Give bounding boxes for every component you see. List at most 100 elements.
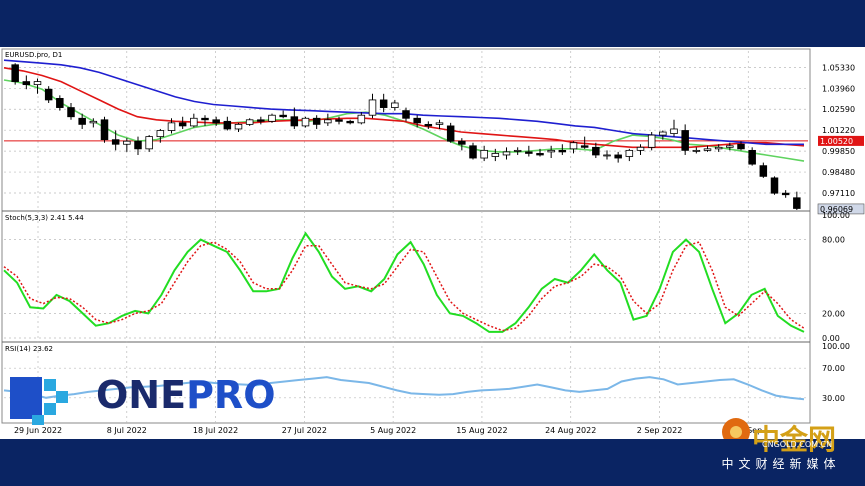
stoch-tick-label: 20.00 — [822, 309, 845, 318]
candle-body — [592, 146, 600, 156]
candle-body — [245, 119, 254, 125]
x-tick-label: 29 Jun 2022 — [14, 426, 62, 435]
candle-body — [726, 145, 734, 148]
candle-body — [335, 119, 343, 122]
candle-body — [167, 122, 176, 131]
last-price-label: 0.96069 — [820, 205, 853, 214]
candle-body — [636, 146, 645, 151]
candle-body — [346, 120, 354, 124]
candle-body — [402, 110, 410, 119]
candle-body — [134, 140, 142, 150]
candle-body — [681, 130, 689, 151]
logo-mark-square — [44, 379, 56, 391]
price-tick-label: 0.97110 — [822, 189, 855, 198]
candle-body — [89, 120, 98, 124]
series-line-0 — [3, 231, 805, 333]
cn-watermark-name: 中金网 — [752, 423, 837, 456]
price-tick-label: 1.01220 — [822, 126, 855, 135]
candle-body — [22, 81, 31, 86]
x-tick-label: 2 Sep 2022 — [637, 426, 683, 435]
brand-name-one: ONE — [96, 373, 186, 417]
series-line-0 — [3, 376, 805, 401]
onepro-logo: ONEPRO — [10, 373, 276, 425]
candle-body — [324, 119, 332, 124]
cn-watermark-tagline: 中文财经新媒体 — [721, 457, 841, 471]
candle-body — [614, 154, 622, 159]
candle-body — [703, 148, 712, 151]
candle-body — [737, 143, 745, 150]
price-level-label: 1.00520 — [820, 137, 853, 146]
logo-mark-square — [44, 403, 56, 415]
candle-body — [670, 128, 678, 134]
candle-body — [201, 117, 209, 121]
candle-body — [100, 119, 109, 141]
candle-body — [234, 123, 243, 130]
candle-body — [502, 151, 511, 156]
candle-body — [580, 145, 589, 148]
candle-body — [78, 117, 86, 125]
candle-body — [145, 136, 153, 150]
candle-body — [379, 99, 388, 108]
candle-body — [748, 149, 756, 165]
candle-body — [257, 119, 265, 122]
candle-body — [692, 149, 701, 152]
stoch-pane-title: Stoch(5,3,3) 2.41 5.44 — [5, 214, 84, 222]
candle-body — [111, 139, 120, 145]
candle-body — [647, 134, 656, 148]
candle-body — [714, 146, 723, 150]
candle-body — [268, 114, 276, 122]
ma-red-line — [3, 67, 805, 149]
candle-body — [312, 117, 321, 125]
rsi-tick-label: 100.00 — [822, 342, 850, 351]
price-pane-title: EURUSD.pro, D1 — [5, 51, 62, 59]
candle-body — [33, 81, 42, 86]
candle-body — [413, 117, 421, 124]
candle-body — [391, 102, 399, 108]
price-level-tag — [818, 135, 864, 146]
cn-watermark-url: CNGOLD.COM.CN — [762, 440, 833, 449]
candle-body — [424, 123, 433, 127]
candle-body — [547, 149, 555, 153]
candle-body — [558, 149, 567, 153]
candle-body — [525, 151, 533, 154]
logo-mark-block — [10, 377, 42, 419]
rsi-tick-label: 30.00 — [822, 394, 845, 403]
candle-body — [357, 114, 366, 124]
brand-name-pro: PRO — [186, 373, 275, 417]
candle-body — [279, 114, 287, 118]
x-tick-label: 8 Jul 2022 — [107, 426, 147, 435]
price-tick-label: 1.05330 — [822, 63, 855, 72]
x-tick-label: 27 Jul 2022 — [282, 426, 327, 435]
price-tick-label: 0.99850 — [822, 147, 855, 156]
candle-body — [212, 119, 220, 124]
candle-body — [480, 149, 488, 159]
candle-body — [67, 107, 75, 118]
candle-body — [290, 116, 299, 127]
x-tick-label: 5 Aug 2022 — [370, 426, 416, 435]
rsi-tick-label: 70.00 — [822, 364, 845, 373]
brand-name: ONEPRO — [96, 373, 276, 417]
candle-body — [469, 145, 477, 159]
logo-mark-square — [32, 415, 44, 425]
candle-body — [156, 130, 165, 138]
candle-body — [759, 165, 768, 177]
chart-frame — [1, 48, 811, 424]
x-tick-label: 18 Jul 2022 — [193, 426, 238, 435]
candle-body — [190, 117, 198, 127]
candle-body — [781, 192, 790, 196]
x-tick-label: 24 Aug 2022 — [545, 426, 596, 435]
candle-body — [625, 149, 634, 157]
series-line-1 — [3, 241, 805, 332]
price-tick-label: 1.02590 — [822, 105, 855, 114]
candle-body — [770, 177, 779, 194]
candle-body — [458, 140, 466, 145]
stoch-tick-label: 0.00 — [822, 334, 840, 343]
candle-body — [123, 140, 131, 145]
price-tick-label: 1.03960 — [822, 84, 855, 93]
candle-body — [368, 99, 377, 116]
last-price-tag — [817, 203, 865, 215]
candle-body — [223, 120, 232, 130]
logo-mark-square — [56, 391, 68, 403]
candle-body — [659, 131, 667, 136]
stoch-tick-label: 80.00 — [822, 236, 845, 245]
